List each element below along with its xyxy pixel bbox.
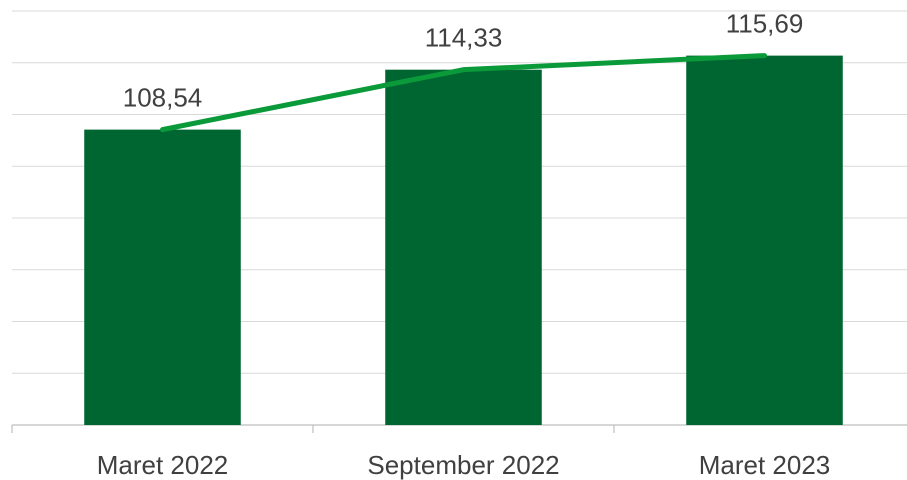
data-label: 114,33 [425, 23, 503, 53]
bar [686, 55, 843, 426]
bar [385, 69, 542, 425]
bar [84, 129, 241, 425]
data-label: 115,69 [726, 8, 804, 38]
data-label: 108,54 [123, 82, 203, 112]
x-tick-label: September 2022 [367, 450, 559, 480]
x-tick-label: Maret 2023 [699, 450, 831, 480]
x-tick-label: Maret 2022 [97, 450, 229, 480]
line [160, 53, 767, 133]
